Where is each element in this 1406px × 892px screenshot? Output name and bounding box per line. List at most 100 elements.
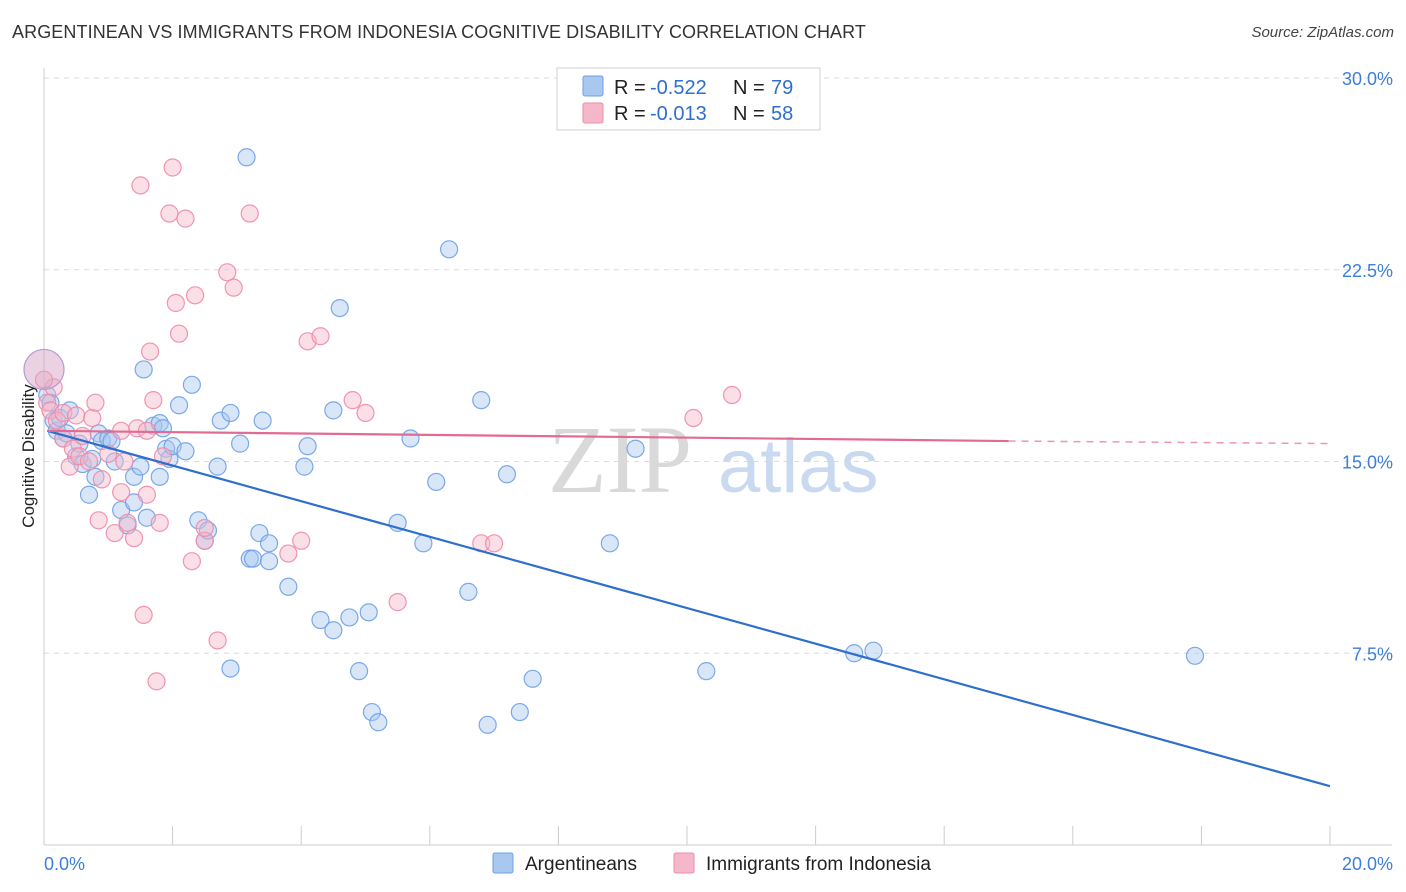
data-point-0-64 xyxy=(401,429,420,448)
data-point-1-46 xyxy=(292,531,311,550)
data-point-0-23 xyxy=(131,457,150,476)
data-point-1-25 xyxy=(137,485,156,504)
data-point-0-43 xyxy=(231,434,250,453)
data-point-1-23 xyxy=(131,176,150,195)
data-point-cluster xyxy=(23,348,65,391)
bottom-legend: Argentineans Immigrants from Indonesia xyxy=(492,852,931,875)
bottom-legend-label-argentineans: Argentineans xyxy=(525,854,637,875)
data-point-1-13 xyxy=(89,511,108,530)
data-point-0-70 xyxy=(478,715,497,734)
data-point-0-35 xyxy=(182,375,201,394)
data-point-0-46 xyxy=(243,549,263,568)
data-point-0-52 xyxy=(295,457,314,476)
trend-lines xyxy=(46,429,1331,788)
grid-lines xyxy=(44,77,1392,654)
data-points xyxy=(23,148,1205,734)
data-point-1-10 xyxy=(79,452,99,471)
data-point-1-8 xyxy=(70,447,89,466)
data-point-0-66 xyxy=(427,472,446,492)
data-point-0-78 xyxy=(864,641,883,660)
watermark-zip: ZIP xyxy=(548,406,692,513)
y-tick-labels: 7.5% 15.0% 22.5% 30.0% xyxy=(1342,69,1393,664)
data-point-0-57 xyxy=(330,299,349,318)
data-point-0-68 xyxy=(459,582,478,601)
data-point-1-14 xyxy=(92,470,111,489)
trend-line-argentineans xyxy=(46,429,1331,788)
data-point-1-54 xyxy=(684,408,703,428)
chart-title: ARGENTINEAN VS IMMIGRANTS FROM INDONESIA… xyxy=(12,22,867,42)
data-point-1-7 xyxy=(67,406,86,425)
data-point-0-54 xyxy=(311,610,330,630)
data-point-0-67 xyxy=(439,240,459,259)
trend-line-indonesia-extension xyxy=(1008,440,1331,445)
data-point-1-45 xyxy=(279,544,298,563)
data-point-0-69 xyxy=(472,391,491,410)
data-point-1-28 xyxy=(144,391,163,410)
data-point-0-39 xyxy=(208,457,227,476)
legend-swatch-indonesia xyxy=(582,102,604,124)
data-point-1-55 xyxy=(722,385,742,405)
legend-r-value-2: -0.013 xyxy=(650,103,707,125)
data-point-1-32 xyxy=(160,204,179,223)
data-point-0-40 xyxy=(211,411,230,430)
data-point-0-38 xyxy=(198,521,218,540)
data-point-0-24 xyxy=(134,360,153,379)
data-point-1-40 xyxy=(195,518,214,538)
axes xyxy=(43,68,1392,846)
data-point-0-72 xyxy=(510,702,529,722)
data-point-1-43 xyxy=(224,278,243,297)
x-tick-label-0: 0.0% xyxy=(44,854,85,874)
data-point-1-33 xyxy=(163,158,182,177)
data-point-1-49 xyxy=(343,391,362,410)
legend-n-label-1: N = xyxy=(733,77,765,99)
data-point-1-21 xyxy=(124,529,144,548)
data-point-0-58 xyxy=(340,608,359,627)
data-point-1-20 xyxy=(118,513,137,532)
data-point-0-51 xyxy=(279,577,298,596)
data-point-1-38 xyxy=(186,286,205,305)
data-point-1-41 xyxy=(208,631,227,650)
data-point-1-30 xyxy=(150,513,169,532)
data-point-1-12 xyxy=(86,393,105,412)
data-point-1-27 xyxy=(140,342,160,361)
data-point-1-44 xyxy=(240,204,259,223)
data-point-0-74 xyxy=(600,534,619,553)
data-point-0-33 xyxy=(169,396,189,415)
data-point-0-49 xyxy=(259,534,279,553)
data-point-1-50 xyxy=(356,403,375,423)
bottom-legend-swatch-argentineans xyxy=(492,852,514,874)
data-point-1-36 xyxy=(176,209,195,228)
legend-r-value-1: -0.522 xyxy=(650,77,707,99)
x-tick-labels: 0.0% 20.0% xyxy=(44,854,1393,874)
data-point-1-39 xyxy=(195,531,214,550)
data-point-0-53 xyxy=(298,437,317,456)
data-point-0-73 xyxy=(523,669,542,688)
data-point-0-11 xyxy=(79,485,99,504)
data-point-0-48 xyxy=(253,411,272,430)
top-legend: R = -0.522 N = 79 R = -0.013 N = 58 xyxy=(556,67,821,131)
data-point-0-41 xyxy=(221,403,240,423)
y-tick-label-1: 15.0% xyxy=(1342,453,1393,473)
data-point-0-61 xyxy=(362,702,382,722)
trend-line-indonesia xyxy=(47,429,1009,443)
x-tick-label-1: 20.0% xyxy=(1342,854,1393,874)
data-point-1-24 xyxy=(134,605,153,625)
y-axis-label: Cognitive Disability xyxy=(19,384,38,528)
data-point-0-56 xyxy=(324,401,343,420)
data-point-0-22 xyxy=(124,467,144,486)
data-point-0-62 xyxy=(369,713,388,732)
data-point-0-44 xyxy=(237,148,256,167)
data-point-0-75 xyxy=(626,439,645,458)
y-tick-label-3: 30.0% xyxy=(1342,69,1393,89)
data-point-0-55 xyxy=(324,621,343,640)
bottom-legend-label-indonesia: Immigrants from Indonesia xyxy=(706,854,931,875)
y-tick-label-0: 7.5% xyxy=(1352,644,1393,664)
data-point-0-60 xyxy=(359,603,378,622)
data-point-0-71 xyxy=(497,465,517,484)
bottom-legend-swatch-indonesia xyxy=(673,852,695,874)
data-point-1-51 xyxy=(388,593,407,612)
data-point-0-29 xyxy=(153,419,173,438)
legend-r-label-1: R = xyxy=(614,77,646,99)
data-point-1-19 xyxy=(115,452,134,471)
